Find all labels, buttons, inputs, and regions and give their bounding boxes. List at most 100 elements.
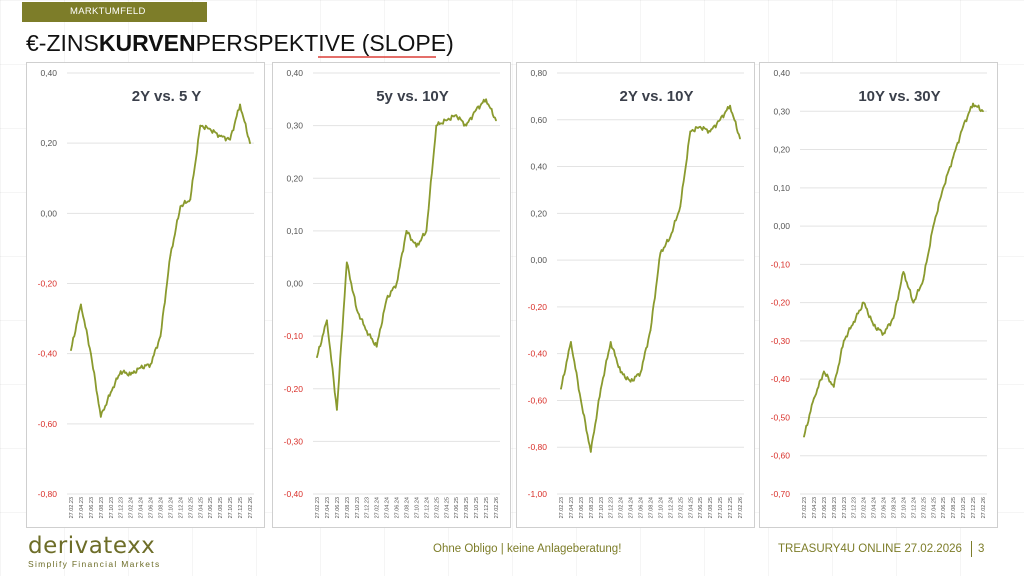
data-point	[326, 319, 328, 322]
data-point	[699, 125, 702, 128]
data-point	[570, 341, 572, 343]
x-tick-label: 27.12.25	[484, 497, 490, 518]
data-point	[942, 186, 945, 189]
footer-event: TREASURY4U ONLINE 27.02.2026	[778, 543, 962, 555]
x-tick-label: 27.06.25	[454, 497, 460, 518]
y-tick-label: -0,80	[528, 442, 548, 452]
data-point	[679, 205, 682, 208]
data-point	[962, 125, 965, 128]
x-tick-label: 27.02.26	[981, 497, 987, 518]
x-tick-label: 27.06.25	[698, 497, 704, 518]
series-line	[316, 98, 497, 411]
x-tick-label: 27.10.24	[658, 497, 664, 518]
chart-2y-5y: 0,40 0,20 0,00 -0,20 -0,40 -0,60 -0,80 27.02.23…	[38, 68, 254, 518]
data-point	[219, 135, 222, 138]
data-point	[335, 408, 338, 411]
x-tick-label: 27.08.23	[345, 497, 351, 518]
data-point	[892, 317, 895, 319]
x-tick-label: 27.06.24	[395, 497, 401, 518]
y-tick-label: -0,20	[771, 298, 791, 308]
data-point	[149, 363, 152, 366]
data-point	[629, 380, 632, 383]
x-tick-label: 27.04.24	[872, 497, 878, 518]
data-point	[832, 385, 835, 388]
chart-2y-10y: 0,80 0,60 0,40 0,20 0,00 -0,20 -0,40 -0,60 -0,80…	[528, 68, 744, 518]
x-tick-label: 27.02.24	[375, 497, 381, 518]
x-tick-label: 27.04.23	[79, 497, 85, 518]
y-tick-label: -0,70	[771, 489, 791, 499]
title-prefix: €-ZINS	[26, 30, 99, 56]
data-point	[199, 124, 202, 127]
data-point	[952, 156, 955, 159]
data-point	[669, 235, 672, 238]
y-tick-label: 0,80	[530, 68, 547, 78]
x-tick-label: 27.02.24	[129, 497, 135, 518]
data-point	[80, 303, 82, 306]
data-point	[395, 282, 398, 285]
x-tick-label: 27.02.25	[921, 497, 927, 518]
x-tick-label: 27.02.25	[678, 497, 684, 518]
data-point	[249, 142, 251, 145]
x-tick-label: 27.04.24	[629, 497, 635, 518]
x-tick-label: 27.06.24	[149, 497, 155, 518]
x-tick-label: 27.04.23	[569, 497, 575, 518]
x-tick-label: 27.10.23	[109, 497, 115, 518]
y-tick-label: -1,00	[528, 489, 548, 499]
data-point	[609, 341, 612, 343]
section-tag: MARKTUMFELD	[22, 2, 207, 22]
data-point	[119, 370, 122, 373]
data-point	[803, 435, 805, 438]
x-tick-label: 27.06.23	[579, 497, 585, 518]
x-tick-label: 27.08.25	[218, 497, 224, 518]
data-point	[912, 301, 915, 304]
y-tick-label: -0,10	[771, 259, 791, 269]
x-tick-label: 27.06.24	[639, 497, 645, 518]
x-tick-label: 27.08.23	[99, 497, 105, 518]
data-point	[455, 114, 458, 116]
x-tick-label: 27.06.25	[208, 497, 214, 518]
y-tick-label: 0,20	[773, 145, 790, 155]
x-tick-label: 27.12.23	[119, 497, 125, 518]
x-tick-label: 27.08.24	[405, 497, 411, 518]
data-point	[982, 110, 984, 113]
x-tick-label: 27.04.25	[198, 497, 204, 518]
data-point	[89, 352, 92, 355]
x-tick-label: 27.08.25	[951, 497, 957, 518]
x-tick-label: 27.02.23	[315, 497, 321, 518]
title-underline	[318, 56, 436, 58]
data-point	[415, 245, 418, 248]
page-title: €-ZINSKURVENPERSPEKTIVE (SLOPE)	[26, 30, 454, 57]
y-tick-label: 0,10	[286, 226, 303, 236]
data-point	[852, 320, 855, 323]
data-point	[209, 128, 212, 131]
data-point	[872, 324, 875, 327]
data-point	[435, 124, 438, 127]
data-point	[109, 391, 112, 394]
data-point	[345, 261, 348, 264]
y-tick-label: 0,20	[286, 173, 303, 183]
x-tick-label: 27.06.25	[941, 497, 947, 518]
chart-panel-2: 0,40 0,30 0,20 0,10 0,00 -0,10 -0,20 -0,30 -0,40…	[272, 62, 511, 528]
x-tick-label: 27.04.25	[931, 497, 937, 518]
x-tick-label: 27.12.24	[178, 497, 184, 518]
y-tick-label: -0,10	[284, 331, 304, 341]
y-tick-label: 0,20	[40, 138, 57, 148]
y-tick-label: 0,40	[40, 68, 57, 78]
data-point	[709, 130, 712, 133]
data-point	[619, 371, 622, 374]
y-tick-label: 0,40	[773, 68, 790, 78]
y-tick-label: -0,40	[38, 349, 58, 359]
data-point	[822, 370, 825, 373]
data-point	[239, 103, 241, 106]
data-point	[485, 98, 487, 101]
x-tick-label: 27.02.23	[69, 497, 75, 518]
x-tick-label: 27.12.25	[238, 497, 244, 518]
y-tick-label: -0,20	[284, 384, 304, 394]
y-tick-label: -0,60	[771, 451, 791, 461]
title-suffix: PERSPEKTIVE (SLOPE)	[195, 30, 454, 56]
x-tick-label: 27.02.23	[559, 497, 565, 518]
data-point	[70, 349, 72, 352]
x-tick-label: 27.06.23	[89, 497, 95, 518]
data-point	[649, 329, 652, 332]
data-point	[465, 124, 468, 127]
